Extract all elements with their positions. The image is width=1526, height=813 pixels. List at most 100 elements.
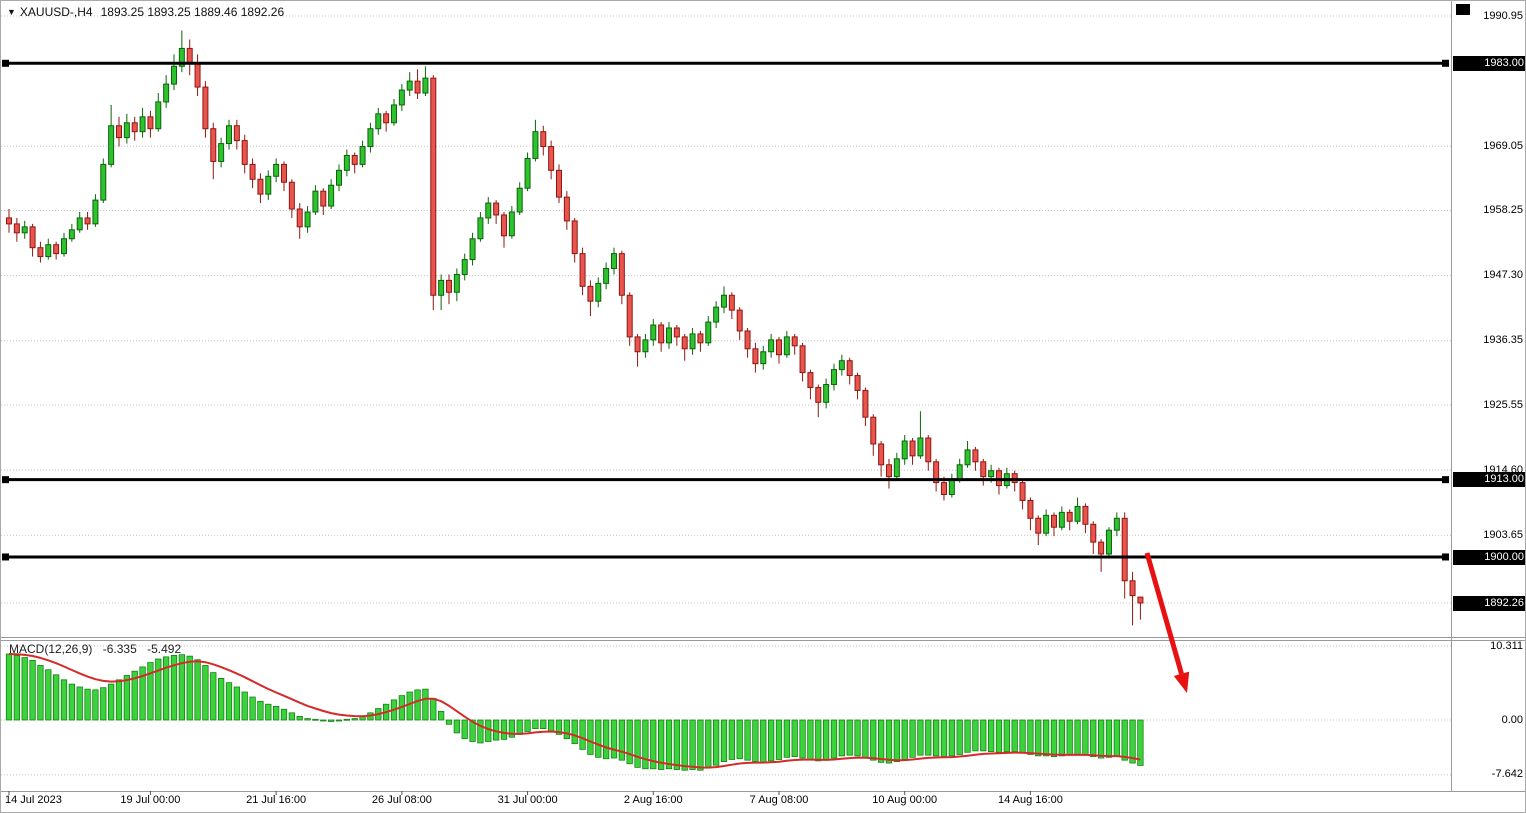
time-axis-label: 10 Aug 00:00 <box>872 794 938 806</box>
main-plot-area[interactable] <box>1 1 1451 636</box>
macd-histogram-bar <box>1121 719 1128 761</box>
macd-histogram-bar <box>280 708 288 721</box>
macd-main-value: -6.335 <box>102 642 137 656</box>
candle-body <box>650 324 657 341</box>
macd-histogram-bar <box>249 696 256 721</box>
macd-signal-line <box>8 653 1141 769</box>
macd-histogram-bar <box>830 719 838 759</box>
candle-body <box>618 253 625 296</box>
candle-body <box>610 253 617 269</box>
candle-body <box>186 47 193 64</box>
line-handle[interactable] <box>2 476 9 484</box>
candle-body <box>351 154 358 165</box>
macd-histogram-bar <box>312 718 319 721</box>
macd-histogram-bar <box>610 719 618 759</box>
line-handle[interactable] <box>2 59 9 67</box>
macd-histogram-bar <box>540 719 547 729</box>
candle-body <box>681 336 688 350</box>
macd-histogram-bar <box>29 660 36 721</box>
candle-body <box>296 208 303 228</box>
candle-body <box>1129 580 1136 597</box>
macd-histogram-bar <box>37 665 44 721</box>
candle-body <box>280 163 287 183</box>
macd-histogram-bar <box>642 719 649 770</box>
candle-body <box>343 154 350 171</box>
macd-histogram-bar <box>296 716 303 721</box>
candle-body <box>328 184 335 207</box>
macd-histogram-bar <box>131 670 138 721</box>
candle-body <box>940 482 947 496</box>
macd-histogram-bar <box>563 719 570 740</box>
line-handle[interactable] <box>1442 59 1449 67</box>
candle-body <box>304 211 311 228</box>
candle-body <box>846 360 853 377</box>
macd-histogram-bar <box>799 719 806 759</box>
candle-body <box>1082 505 1089 525</box>
price-level-label: 1892.26 <box>1453 595 1525 611</box>
candle-body <box>587 285 594 302</box>
macd-signal-value: -5.492 <box>147 642 182 656</box>
macd-histogram-bar <box>1027 719 1034 755</box>
macd-histogram-bar <box>1050 719 1058 757</box>
candle-body <box>516 187 523 213</box>
candle-body <box>123 122 130 139</box>
line-handle[interactable] <box>2 553 9 561</box>
candle-body <box>6 217 12 225</box>
macd-axis-label: 10.311 <box>1490 639 1523 652</box>
macd-histogram-bar <box>210 672 217 721</box>
macd-histogram-bar <box>68 683 75 721</box>
price-level-label: 1900.00 <box>1453 549 1525 565</box>
candle-body <box>791 336 798 347</box>
candle-body <box>1066 511 1073 522</box>
macd-histogram-bar <box>178 654 185 721</box>
line-handle[interactable] <box>1442 553 1449 561</box>
time-axis[interactable]: 14 Jul 2023 19 Jul 00:00 21 Jul 16:00 26 Ju… <box>1 792 1451 812</box>
candle-body <box>854 375 861 391</box>
macd-histogram-bar <box>909 719 916 758</box>
macd-histogram-bar <box>925 719 932 756</box>
macd-histogram-bar <box>665 719 673 770</box>
line-handle[interactable] <box>1442 476 1449 484</box>
candle-body <box>870 416 877 445</box>
candle-body <box>1121 517 1128 582</box>
candle-body <box>406 80 413 91</box>
macd-histogram-bar <box>500 719 508 740</box>
candle-body <box>147 116 154 130</box>
macd-histogram-bar <box>406 691 413 721</box>
macd-histogram-bar <box>760 719 767 763</box>
candle-body <box>697 333 704 344</box>
candle-body <box>438 279 445 296</box>
macd-histogram-bar <box>948 719 955 757</box>
macd-axis-label: 0.00 <box>1501 713 1523 726</box>
symbol-dropdown-icon[interactable]: ▼ <box>7 7 16 17</box>
macd-histogram-bar <box>893 719 900 763</box>
macd-histogram-bar <box>21 657 28 721</box>
macd-histogram-bar <box>720 719 728 763</box>
trend-arrow-head[interactable] <box>1173 671 1190 693</box>
macd-histogram-bar <box>1042 719 1050 757</box>
macd-histogram-bar <box>92 689 99 721</box>
price-axis-label: 1990.95 <box>1483 9 1523 22</box>
candle-body <box>367 128 374 148</box>
candle-body <box>359 146 366 165</box>
macd-histogram-bar <box>823 719 830 761</box>
time-axis-label: 14 Aug 16:00 <box>997 794 1063 806</box>
candle-body <box>1137 596 1144 604</box>
candle-body <box>45 244 52 258</box>
candle-body <box>178 47 185 67</box>
time-axis-label: 14 Jul 2023 <box>5 794 62 806</box>
macd-histogram-bar <box>1035 719 1042 757</box>
price-axis[interactable]: 1990.95 1983.00 1969.05 1958.25 1947.30 1936.… <box>1452 1 1525 792</box>
candle-body <box>893 458 900 478</box>
candle-body <box>108 125 115 165</box>
candle-body <box>555 169 562 198</box>
candle-body <box>233 125 240 142</box>
candle-body <box>508 211 515 237</box>
macd-histogram-bar <box>579 719 586 750</box>
candle-body <box>775 339 782 356</box>
trend-arrow-shaft[interactable] <box>1144 552 1184 675</box>
candle-body <box>225 125 232 145</box>
candle-body <box>768 339 775 353</box>
candle-body <box>956 464 963 481</box>
